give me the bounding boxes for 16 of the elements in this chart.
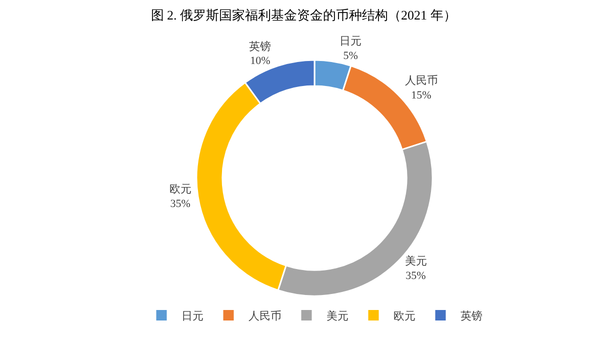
data-label: 15% bbox=[411, 89, 432, 102]
data-label: 10% bbox=[250, 55, 270, 68]
data-label: 5% bbox=[343, 50, 358, 62]
legend-label: 英镑 bbox=[460, 310, 482, 323]
data-label: 35% bbox=[406, 270, 426, 282]
slice-label: 人民币 bbox=[404, 74, 438, 88]
slice-label: 日元 bbox=[340, 35, 362, 48]
data-label: 35% bbox=[170, 198, 190, 210]
legend-label: 欧元 bbox=[394, 310, 416, 323]
slice-label: 欧元 bbox=[169, 184, 192, 196]
chart-title: 图 2. 俄罗斯国家福利基金资金的币种结构（2021 年） bbox=[150, 7, 456, 22]
slice-label: 英镑 bbox=[249, 40, 272, 53]
legend-label: 人民币 bbox=[248, 310, 282, 323]
legend-label: 日元 bbox=[182, 310, 204, 323]
slice-label: 美元 bbox=[404, 254, 427, 268]
legend-label: 美元 bbox=[326, 310, 348, 323]
